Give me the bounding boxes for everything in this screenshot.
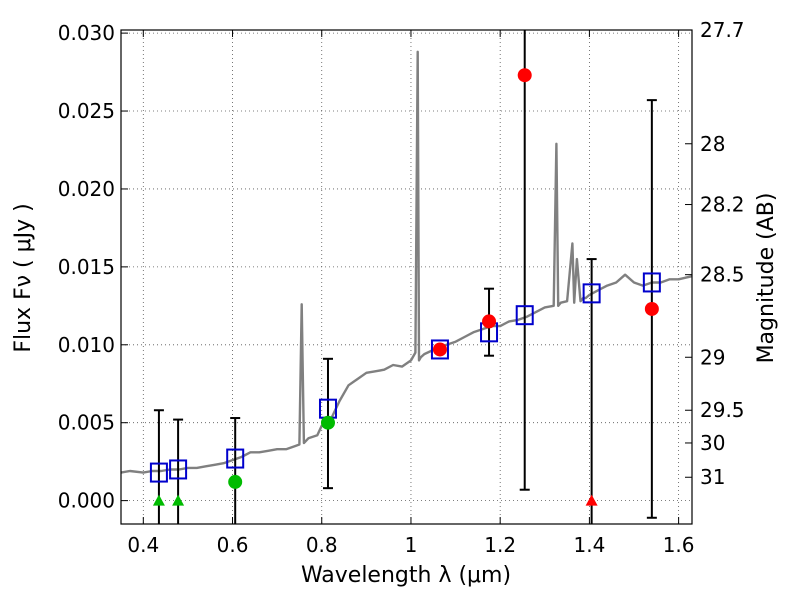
y-tick-label: 0.010: [58, 333, 115, 357]
model-spectrum: [120, 50, 693, 474]
x-tick-label: 1: [405, 533, 418, 557]
observed-point: [517, 68, 532, 83]
observed-point: [432, 342, 447, 357]
y2-tick-label: 28.5: [700, 263, 745, 287]
y2-tick-label: 29: [700, 345, 725, 369]
y2-tick-label: 28: [700, 132, 725, 156]
y-tick-label: 0.030: [58, 21, 115, 45]
model-square: [149, 462, 168, 483]
x-tick-label: 1.4: [573, 533, 605, 557]
x-tick-label: 0.4: [127, 533, 159, 557]
observed-photometry: [152, 68, 659, 506]
y2-tick-label: 28.2: [700, 193, 745, 217]
observed-point: [644, 301, 659, 316]
x-axis-title: Wavelength λ (μm): [301, 563, 511, 588]
model-square: [226, 448, 245, 469]
observed-point: [320, 415, 335, 430]
axes: [120, 29, 693, 525]
observed-point: [228, 474, 243, 489]
model-square: [430, 339, 449, 360]
tick-labels: 0.4 0.6 0.8 1 1.2 1.4 1.6 0.000 0.005 0.010 0.015 0…: [58, 18, 745, 557]
x-tick-label: 1.2: [484, 533, 516, 557]
y2-tick-label: 29.5: [700, 398, 745, 422]
x-tick-label: 0.8: [306, 533, 338, 557]
grid: [121, 30, 692, 524]
model-square: [642, 272, 661, 293]
y-tick-label: 0.020: [58, 177, 115, 201]
model-square: [515, 305, 534, 326]
y-tick-label: 0.015: [58, 255, 115, 279]
y-tick-label: 0.005: [58, 411, 115, 435]
upper-limit-triangle: [585, 494, 598, 506]
y2-tick-label: 27.7: [700, 18, 745, 42]
model-square: [582, 283, 601, 304]
y2-axis-title: Magnitude (AB): [754, 193, 779, 364]
observed-point: [482, 314, 497, 329]
y2-tick-label: 31: [700, 465, 725, 489]
y-axis-title: Flux Fν ( μJy ): [11, 203, 36, 352]
model-photometry: [149, 272, 661, 483]
upper-limit-triangle: [152, 494, 165, 506]
x-tick-label: 0.6: [217, 533, 249, 557]
x-tick-label: 1.6: [663, 533, 695, 557]
y2-tick-label: 30: [700, 431, 725, 455]
model-spectrum-line: [120, 50, 693, 474]
y-tick-label: 0.000: [58, 489, 115, 513]
model-square: [169, 459, 188, 480]
y-tick-label: 0.025: [58, 99, 115, 123]
upper-limit-triangle: [172, 494, 185, 506]
plot-frame: [120, 29, 693, 525]
